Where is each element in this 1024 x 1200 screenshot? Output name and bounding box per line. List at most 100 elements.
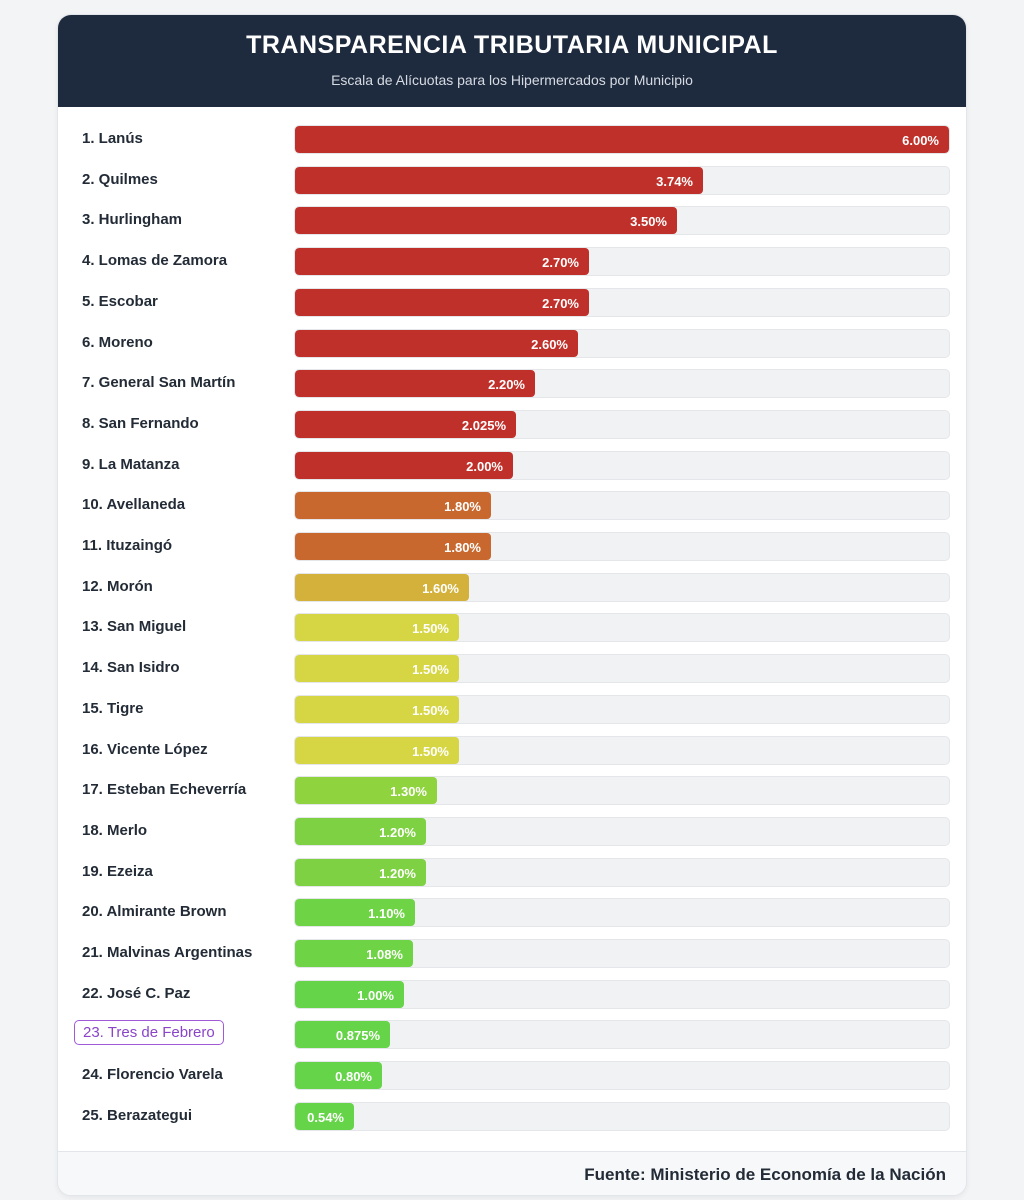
bar-track: 2.70% (294, 287, 950, 317)
category-label: 5. Escobar (82, 292, 158, 310)
category-label: 1. Lanús (82, 130, 143, 147)
bar-row: 18. Merlo 1.20% (58, 812, 966, 852)
bar-track: 0.54% (294, 1101, 950, 1131)
bar-track: 2.00% (294, 450, 950, 480)
bar-value-label: 1.10% (368, 906, 405, 922)
bar-track: 1.80% (294, 491, 950, 521)
bar-row: 24. Florencio Varela 0.80% (58, 1056, 966, 1096)
bar-track: 2.70% (294, 247, 950, 277)
category-label: 25. Berazategui (82, 1106, 193, 1124)
bar-value-label: 0.80% (335, 1069, 372, 1085)
bar-track: 1.50% (294, 613, 950, 643)
bar-row: 25. Berazategui 0.54% (58, 1097, 966, 1137)
bar-track: 2.025% (294, 409, 950, 439)
category-label: 8. San Fernando (82, 414, 199, 432)
bar-value-label: 2.20% (488, 377, 525, 393)
bar-track: 1.60% (294, 572, 950, 602)
category-label: 10. Avellaneda (82, 496, 186, 514)
bar: 2.20% (295, 370, 535, 398)
bar-row: 13. San Miguel 1.50% (58, 608, 966, 648)
bar-row: 4. Lomas de Zamora 2.70% (58, 242, 966, 282)
bar-track: 1.50% (294, 735, 950, 765)
bar-track: 1.50% (294, 694, 950, 724)
bar: 2.70% (295, 248, 589, 276)
bar-track: 0.80% (294, 1061, 950, 1091)
bar-row: 20. Almirante Brown 1.10% (58, 893, 966, 933)
bar-value-label: 3.50% (630, 214, 667, 230)
category-label: 19. Ezeiza (82, 862, 153, 880)
bar: 1.10% (295, 899, 415, 927)
category-label: 6. Moreno (82, 333, 153, 351)
bar-track: 6.00% (294, 125, 950, 154)
bar-row: 23. Tres de Febrero 0.875% (58, 1015, 966, 1055)
bar-row: 16. Vicente López 1.50% (58, 731, 966, 771)
bar-row: 8. San Fernando 2.025% (58, 405, 966, 445)
category-label: 18. Merlo (82, 821, 148, 839)
bar-row: 3. Hurlingham 3.50% (58, 201, 966, 241)
bar: 1.00% (295, 980, 404, 1008)
bar-row: 14. San Isidro 1.50% (58, 649, 966, 689)
category-label: 20. Almirante Brown (82, 903, 227, 921)
bar-row: 9. La Matanza 2.00% (58, 446, 966, 486)
bar-row: 15. Tigre 1.50% (58, 690, 966, 730)
category-label: 4. Lomas de Zamora (82, 252, 228, 270)
category-label: 17. Esteban Echeverría (82, 781, 247, 799)
bar-value-label: 2.00% (466, 458, 503, 474)
category-label: 22. José C. Paz (82, 984, 191, 1002)
bar-value-label: 0.875% (335, 1028, 380, 1044)
bar-value-label: 1.30% (390, 784, 427, 800)
chart-footer: Fuente: Ministerio de Economía de la Nac… (58, 1151, 966, 1195)
bar-row: 1. Lanús 6.00% (58, 120, 966, 160)
bar-track: 1.50% (294, 654, 950, 684)
bar-row: 19. Ezeiza 1.20% (58, 853, 966, 893)
bar: 1.30% (295, 777, 437, 805)
bar: 1.50% (295, 736, 459, 764)
category-label: 11. Ituzaingó (82, 537, 173, 554)
bar-value-label: 6.00% (902, 133, 939, 148)
bar: 1.60% (295, 573, 469, 601)
bar: 2.70% (295, 288, 589, 316)
category-label: 13. San Miguel (82, 618, 187, 636)
bar-row: 6. Moreno 2.60% (58, 324, 966, 364)
bar-value-label: 1.00% (357, 987, 394, 1003)
bar-track: 3.50% (294, 206, 950, 236)
bar: 6.00% (295, 126, 949, 153)
category-label: 21. Malvinas Argentinas (82, 944, 253, 961)
bar: 1.80% (295, 492, 491, 520)
bar-value-label: 1.20% (379, 824, 416, 840)
chart-card: TRANSPARENCIA TRIBUTARIA MUNICIPAL Escal… (57, 14, 967, 1196)
bar: 2.025% (295, 410, 516, 438)
bar: 3.74% (295, 166, 703, 194)
bar-row: 11. Ituzaingó 1.80% (58, 527, 966, 567)
bar-value-label: 1.20% (379, 865, 416, 881)
bar-value-label: 1.50% (412, 743, 449, 759)
bar-row: 17. Esteban Echeverría 1.30% (58, 771, 966, 811)
category-label: 14. San Isidro (82, 659, 180, 677)
bar-row: 2. Quilmes 3.74% (58, 161, 966, 201)
bar: 1.50% (295, 614, 459, 642)
bar: 0.80% (295, 1062, 382, 1090)
bar-track: 1.08% (294, 939, 950, 968)
bar-value-label: 1.50% (412, 702, 449, 718)
bar-row: 12. Morón 1.60% (58, 568, 966, 608)
bar: 3.50% (295, 207, 677, 235)
chart-subtitle: Escala de Alícuotas para los Hipermercad… (331, 72, 693, 88)
bar-value-label: 0.54% (307, 1109, 344, 1125)
chart-header: TRANSPARENCIA TRIBUTARIA MUNICIPAL Escal… (58, 15, 966, 107)
bar-row: 10. Avellaneda 1.80% (58, 486, 966, 526)
category-label: 9. La Matanza (82, 455, 180, 473)
bar: 1.20% (295, 817, 426, 845)
category-label: 3. Hurlingham (82, 211, 183, 229)
bar-track: 1.30% (294, 776, 950, 806)
category-label: 16. Vicente López (82, 740, 208, 758)
bar-value-label: 3.74% (656, 173, 693, 189)
bar-chart: 1. Lanús 6.00% 2. Quilmes 3.74% 3. Hurlingha… (58, 107, 966, 1147)
bar: 0.54% (295, 1102, 354, 1130)
bar-value-label: 2.70% (542, 255, 579, 271)
bar-track: 3.74% (294, 165, 950, 195)
bar-value-label: 1.80% (444, 499, 481, 515)
bar: 1.50% (295, 655, 459, 683)
bar-track: 1.00% (294, 979, 950, 1009)
bar-row: 7. General San Martín 2.20% (58, 364, 966, 404)
bar: 0.875% (295, 1021, 390, 1049)
